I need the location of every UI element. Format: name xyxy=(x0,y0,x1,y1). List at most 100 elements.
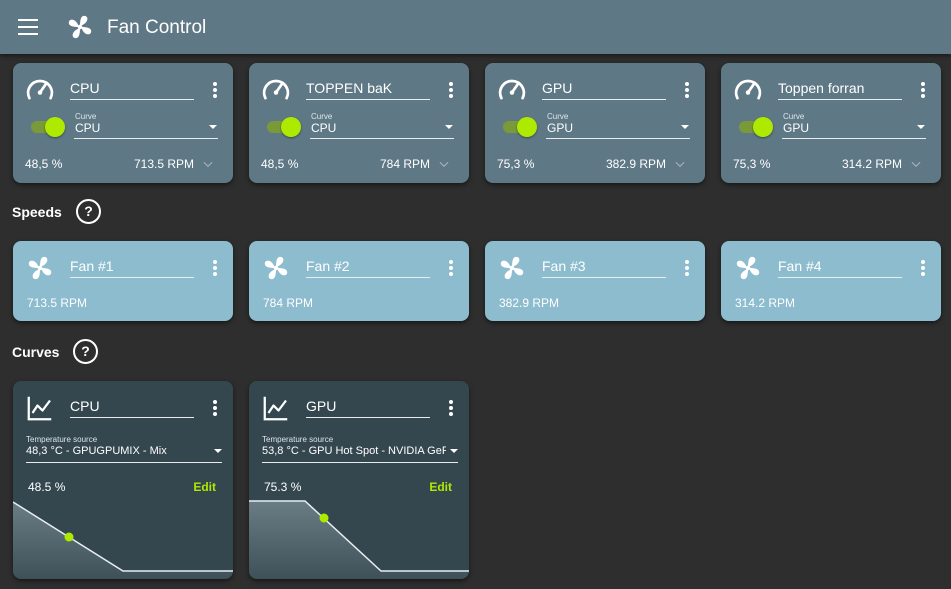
speed-card: Fan #3 382.9 RPM xyxy=(485,241,705,321)
control-percent: 75,3 % xyxy=(733,157,771,171)
fan-logo-icon xyxy=(66,13,94,41)
curve-graph xyxy=(249,500,469,579)
curve-card: GPU Temperature source 53,8 °C - GPU Hot… xyxy=(249,381,469,579)
curve-select-value: CPU xyxy=(75,121,101,135)
curves-heading: Curves xyxy=(12,344,60,360)
speedometer-icon xyxy=(261,75,291,105)
curve-current-point[interactable] xyxy=(64,532,74,542)
control-rpm: 784 RPM xyxy=(379,157,430,171)
fan-icon xyxy=(262,254,290,282)
control-name-field[interactable]: Toppen forran xyxy=(778,79,902,100)
more-options-icon[interactable] xyxy=(449,400,453,416)
curve-select-value: CPU xyxy=(311,121,337,135)
fan-name-field[interactable]: Fan #4 xyxy=(778,257,902,278)
control-name-field[interactable]: TOPPEN baK xyxy=(306,79,430,100)
speedometer-icon xyxy=(497,75,527,105)
fan-icon xyxy=(498,254,526,282)
fan-icon xyxy=(734,254,762,282)
control-rpm: 382.9 RPM xyxy=(605,157,666,171)
more-options-icon[interactable] xyxy=(213,400,217,416)
temperature-source-label: Temperature source xyxy=(262,435,334,444)
curve-select-label: Curve xyxy=(783,112,805,121)
temperature-source-value: 53,8 °C - GPU Hot Spot - NVIDIA GeForce xyxy=(262,445,446,457)
curve-line xyxy=(249,500,469,572)
curve-area xyxy=(13,502,233,579)
enable-toggle[interactable] xyxy=(31,117,65,137)
more-options-icon[interactable] xyxy=(921,260,925,276)
fan-rpm: 382.9 RPM xyxy=(499,296,560,310)
more-options-icon[interactable] xyxy=(685,260,689,276)
fan-name-field[interactable]: Fan #2 xyxy=(306,257,430,278)
curve-select[interactable]: Curve GPU xyxy=(782,112,926,139)
curve-percent: 48.5 % xyxy=(28,480,66,494)
control-name-field[interactable]: CPU xyxy=(70,79,194,100)
chevron-down-icon[interactable] xyxy=(673,157,687,171)
fan-name-field[interactable]: Fan #1 xyxy=(70,257,194,278)
chevron-down-icon[interactable] xyxy=(201,157,215,171)
edit-curve-button[interactable]: Edit xyxy=(429,480,452,494)
fan-name-field[interactable]: Fan #3 xyxy=(542,257,666,278)
control-card: TOPPEN baK Curve CPU 48,5 % 784 RPM xyxy=(249,63,469,183)
control-percent: 48,5 % xyxy=(25,157,63,171)
dropdown-arrow-icon xyxy=(450,449,458,453)
speed-card: Fan #1 713.5 RPM xyxy=(13,241,233,321)
fan-icon xyxy=(26,254,54,282)
speedometer-icon xyxy=(25,75,55,105)
curve-select[interactable]: Curve GPU xyxy=(546,112,690,139)
curve-current-point[interactable] xyxy=(319,513,329,523)
enable-toggle[interactable] xyxy=(739,117,773,137)
speed-card: Fan #2 784 RPM xyxy=(249,241,469,321)
curve-select-label: Curve xyxy=(75,112,97,121)
temperature-source-value: 48,3 °C - GPUGPUMIX - Mix xyxy=(26,445,167,457)
dropdown-arrow-icon xyxy=(917,125,925,129)
temperature-source-label: Temperature source xyxy=(26,435,98,444)
fan-rpm: 784 RPM xyxy=(263,296,314,310)
curve-area xyxy=(249,501,469,579)
control-percent: 75,3 % xyxy=(497,157,535,171)
control-rpm: 314.2 RPM xyxy=(841,157,902,171)
control-name-field[interactable]: GPU xyxy=(542,79,666,100)
enable-toggle[interactable] xyxy=(503,117,537,137)
more-options-icon[interactable] xyxy=(921,82,925,98)
control-rpm: 713.5 RPM xyxy=(133,157,194,171)
more-options-icon[interactable] xyxy=(449,82,453,98)
app-title: Fan Control xyxy=(107,17,207,38)
app-bar: Fan Control xyxy=(0,0,951,54)
curve-name-field[interactable]: CPU xyxy=(70,397,194,418)
curves-help-icon[interactable]: ? xyxy=(73,339,98,364)
curve-select-label: Curve xyxy=(311,112,333,121)
curve-line xyxy=(13,501,233,572)
curve-percent: 75.3 % xyxy=(264,480,302,494)
more-options-icon[interactable] xyxy=(685,82,689,98)
curve-select-label: Curve xyxy=(547,112,569,121)
curve-card: CPU Temperature source 48,3 °C - GPUGPUM… xyxy=(13,381,233,579)
enable-toggle[interactable] xyxy=(267,117,301,137)
more-options-icon[interactable] xyxy=(449,260,453,276)
speedometer-icon xyxy=(733,75,763,105)
menu-icon[interactable] xyxy=(18,19,38,35)
speeds-help-icon[interactable]: ? xyxy=(76,199,101,224)
dropdown-arrow-icon xyxy=(681,125,689,129)
speeds-heading: Speeds xyxy=(12,204,62,220)
fan-rpm: 713.5 RPM xyxy=(27,296,88,310)
temperature-source-select[interactable]: Temperature source 48,3 °C - GPUGPUMIX -… xyxy=(26,433,222,463)
edit-curve-button[interactable]: Edit xyxy=(193,480,216,494)
curve-graph xyxy=(13,501,233,579)
dropdown-arrow-icon xyxy=(209,125,217,129)
curve-select[interactable]: Curve CPU xyxy=(310,112,454,139)
control-card: CPU Curve CPU 48,5 % 713.5 RPM xyxy=(13,63,233,183)
chevron-down-icon[interactable] xyxy=(909,157,923,171)
dropdown-arrow-icon xyxy=(445,125,453,129)
curve-select-value: GPU xyxy=(783,121,810,135)
temperature-source-select[interactable]: Temperature source 53,8 °C - GPU Hot Spo… xyxy=(262,433,458,463)
curve-select-value: GPU xyxy=(547,121,574,135)
control-card: GPU Curve GPU 75,3 % 382.9 RPM xyxy=(485,63,705,183)
more-options-icon[interactable] xyxy=(213,260,217,276)
speed-card: Fan #4 314.2 RPM xyxy=(721,241,941,321)
line-chart-icon xyxy=(25,393,55,423)
curve-select[interactable]: Curve CPU xyxy=(74,112,218,139)
chevron-down-icon[interactable] xyxy=(437,157,451,171)
more-options-icon[interactable] xyxy=(213,82,217,98)
curve-name-field[interactable]: GPU xyxy=(306,397,430,418)
control-card: Toppen forran Curve GPU 75,3 % 314.2 RPM xyxy=(721,63,941,183)
